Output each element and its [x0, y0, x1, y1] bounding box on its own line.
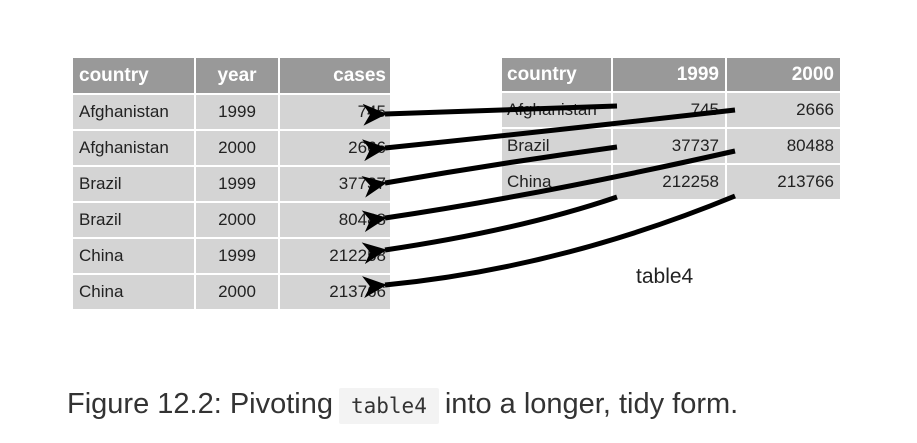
cell-country: China	[73, 275, 196, 309]
cell-country: Afghanistan	[73, 95, 196, 131]
long-header-year: year	[196, 58, 280, 95]
table-row: Afghanistan 745 2666	[502, 93, 840, 129]
cell-2000: 80488	[727, 129, 840, 165]
cell-country: Afghanistan	[73, 131, 196, 167]
cell-year: 2000	[196, 203, 280, 239]
long-header-cases: cases	[280, 58, 390, 95]
cell-year: 2000	[196, 275, 280, 309]
figure-caption: Figure 12.2: Pivoting table4 into a longer…	[67, 388, 739, 424]
cell-year: 1999	[196, 167, 280, 203]
arrow-brazil-1999	[361, 144, 618, 198]
arrow-china-2000	[362, 193, 736, 299]
caption-suffix: into a longer, tidy form.	[444, 388, 739, 420]
wide-header-country: country	[502, 58, 613, 93]
caption-prefix: Figure 12.2: Pivoting	[67, 388, 333, 420]
arrow-brazil-2000	[361, 148, 736, 233]
cell-1999: 212258	[613, 165, 727, 199]
cell-country: China	[73, 239, 196, 275]
cell-2000: 213766	[727, 165, 840, 199]
long-header-country: country	[73, 58, 196, 95]
wide-table-header-row: country 1999 2000	[502, 58, 840, 93]
table4-label: table4	[636, 265, 694, 288]
cell-country: Brazil	[73, 203, 196, 239]
wide-header-1999: 1999	[613, 58, 727, 93]
cell-country: Brazil	[73, 167, 196, 203]
long-table-header-row: country year cases	[73, 58, 390, 95]
cell-year: 1999	[196, 239, 280, 275]
cell-2000: 2666	[727, 93, 840, 129]
arrow-afghanistan-2000	[361, 107, 736, 162]
arrow-china-1999	[361, 194, 618, 265]
arrow-afghanistan-1999	[362, 103, 618, 126]
table-row: China 1999 212258	[73, 239, 390, 275]
cell-year: 2000	[196, 131, 280, 167]
cell-year: 1999	[196, 95, 280, 131]
wide-header-2000: 2000	[727, 58, 840, 93]
caption-code: table4	[338, 388, 439, 424]
